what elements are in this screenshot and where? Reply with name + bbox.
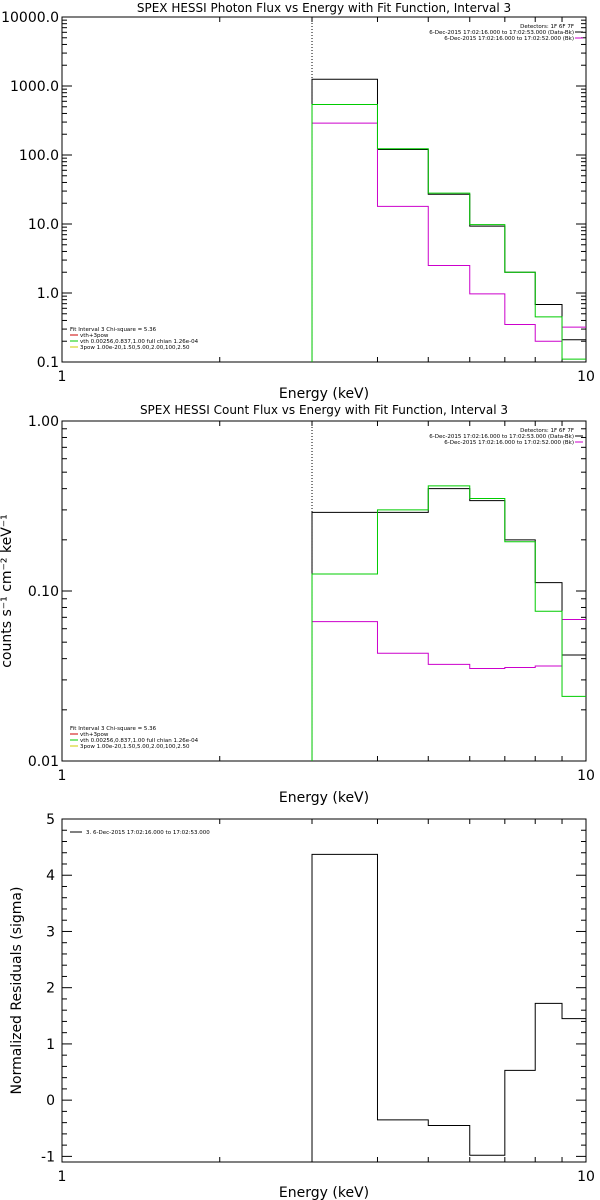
series-0-step-line (311, 488, 586, 761)
y-tick-label: -1 (41, 1149, 55, 1165)
series-0-step-line (311, 78, 586, 362)
x-axis-label: Energy (keV) (279, 386, 369, 402)
y-tick-label: 1.0 (37, 286, 59, 302)
legend-left-label: vth 0.00256,0.837,1.00 full chian 1.26e-… (80, 339, 199, 345)
legend-right-label: 6-Dec-2015 17:02:16.000 to 17:02:53.000 … (429, 30, 574, 36)
x-tick-label: 1 (58, 369, 67, 385)
y-tick-label: 0.10 (28, 584, 59, 600)
y-axis-label: counts s⁻¹ cm⁻² keV⁻¹ (0, 514, 15, 668)
x-tick-label: 1 (58, 1169, 67, 1185)
chart-title: SPEX HESSI Count Flux vs Energy with Fit… (140, 403, 508, 417)
y-tick-label: 0 (46, 1093, 55, 1109)
fit-header-label: Fit Interval 3 Chi-square = 5.36 (70, 726, 157, 732)
y-tick-label: 0.1 (37, 355, 59, 371)
y-tick-label: 1.00 (28, 414, 59, 430)
y-tick-label: 1 (46, 1037, 55, 1053)
y-tick-label: 100.0 (19, 148, 59, 164)
count-flux-plot: 1 10 0.01 0.10 1.00 SPEX HESSI Count Flux vs … (0, 403, 595, 806)
series-0-step-line (311, 853, 586, 1162)
x-tick-label: 10 (577, 369, 595, 385)
y-axis-label: Normalized Residuals (sigma) (9, 887, 25, 1095)
x-tick-label: 10 (577, 768, 595, 784)
legend-left-label: vth+3pow (80, 732, 109, 738)
plot-frame (61, 16, 587, 363)
x-axis-label: Energy (keV) (279, 790, 369, 806)
y-tick-label: 4 (46, 868, 55, 884)
x-tick-label: 1 (58, 768, 67, 784)
detectors-label: Detectors: 1F 6F 7F (520, 428, 574, 434)
series-1-step-line (311, 618, 586, 761)
y-tick-label: 0.01 (28, 754, 59, 770)
detectors-label: Detectors: 1F 6F 7F (520, 24, 574, 30)
legend-right-label: 6-Dec-2015 17:02:16.000 to 17:02:53.000 … (429, 434, 574, 440)
series-2-step-line (311, 103, 586, 362)
x-axis-label: Energy (keV) (279, 1185, 369, 1200)
legend-right-label: 6-Dec-2015 17:02:16.000 to 17:02:52.000 … (444, 36, 574, 42)
y-tick-label: 1000.0 (10, 79, 59, 95)
y-tick-label: 10000.0 (1, 10, 59, 26)
plot-frame (61, 420, 587, 762)
series-1-step-line (311, 122, 586, 362)
legend-right-label: 6-Dec-2015 17:02:16.000 to 17:02:52.000 … (444, 440, 574, 446)
photon-flux-plot: 1 10 0.1 1.0 10.0 100.0 1000.0 10000.0 SPEX HESS… (1, 1, 595, 402)
plot-frame (61, 818, 587, 1163)
legend-left-label: vth+3pow (80, 333, 109, 339)
legend-left-label: 3. 6-Dec-2015 17:02:16.000 to 17:02:53.0… (86, 830, 210, 836)
series-2-step-line (311, 485, 586, 761)
legend-left-label: 3pow 1.00e-20,1.50,5.00,2.00,100,2.50 (80, 345, 190, 351)
legend-left-label: 3pow 1.00e-20,1.50,5.00,2.00,100,2.50 (80, 744, 190, 750)
y-tick-label: 5 (46, 812, 55, 828)
legend-left-label: vth 0.00256,0.837,1.00 full chian 1.26e-… (80, 738, 199, 744)
residuals-plot: 1 10 -1 0 1 2 3 4 5 Energy (keV) Normalized Residu… (9, 812, 595, 1200)
y-tick-label: 10.0 (28, 217, 59, 233)
x-tick-label: 10 (577, 1169, 595, 1185)
fit-header-label: Fit Interval 3 Chi-square = 5.36 (70, 327, 157, 333)
chart-title: SPEX HESSI Photon Flux vs Energy with Fi… (137, 1, 511, 15)
y-tick-label: 2 (46, 981, 55, 997)
y-tick-label: 3 (46, 924, 55, 940)
